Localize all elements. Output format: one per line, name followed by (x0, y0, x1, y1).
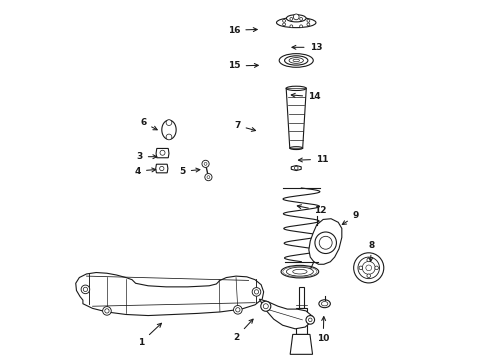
Circle shape (236, 308, 240, 312)
Circle shape (354, 253, 384, 283)
Circle shape (204, 162, 207, 165)
Circle shape (290, 25, 293, 28)
Circle shape (254, 290, 259, 294)
Text: 1: 1 (138, 323, 161, 347)
Ellipse shape (319, 300, 330, 308)
Circle shape (202, 160, 209, 167)
Text: 8: 8 (368, 241, 374, 261)
Ellipse shape (281, 265, 318, 278)
Ellipse shape (276, 18, 316, 28)
Circle shape (234, 306, 242, 314)
Ellipse shape (289, 58, 303, 63)
Ellipse shape (293, 269, 307, 274)
Circle shape (294, 14, 299, 20)
Ellipse shape (285, 56, 308, 65)
Text: 6: 6 (140, 118, 157, 130)
Circle shape (160, 150, 165, 155)
Circle shape (261, 301, 271, 311)
Circle shape (375, 266, 378, 270)
Text: 7: 7 (234, 121, 256, 131)
Circle shape (300, 25, 302, 28)
Polygon shape (156, 148, 169, 158)
Text: 3: 3 (137, 152, 157, 161)
Text: 16: 16 (228, 26, 257, 35)
Text: 14: 14 (291, 92, 321, 101)
Circle shape (319, 236, 332, 249)
Polygon shape (156, 164, 168, 173)
Circle shape (81, 285, 90, 294)
Text: 15: 15 (228, 62, 258, 71)
Circle shape (252, 288, 261, 296)
Circle shape (160, 166, 164, 171)
Ellipse shape (279, 54, 313, 67)
Circle shape (205, 174, 212, 181)
Text: 2: 2 (233, 319, 253, 342)
Polygon shape (291, 166, 301, 171)
Circle shape (359, 266, 363, 270)
Polygon shape (259, 299, 313, 329)
Circle shape (367, 274, 370, 278)
Circle shape (83, 287, 88, 292)
Circle shape (290, 18, 293, 21)
Polygon shape (76, 273, 264, 316)
Ellipse shape (290, 147, 303, 149)
Circle shape (307, 23, 310, 26)
Circle shape (263, 304, 269, 309)
Polygon shape (295, 307, 307, 334)
Circle shape (166, 134, 172, 140)
Polygon shape (290, 334, 313, 354)
Text: 4: 4 (135, 167, 156, 176)
Circle shape (366, 265, 371, 271)
Text: 9: 9 (343, 211, 359, 225)
Ellipse shape (287, 267, 313, 276)
Circle shape (309, 318, 312, 321)
Circle shape (105, 309, 109, 313)
Circle shape (306, 316, 315, 324)
Polygon shape (162, 120, 176, 139)
Circle shape (102, 307, 111, 315)
Text: 13: 13 (292, 43, 322, 52)
Circle shape (294, 166, 298, 170)
Ellipse shape (286, 86, 306, 90)
Text: 12: 12 (297, 205, 326, 215)
Circle shape (358, 257, 379, 279)
Text: 10: 10 (317, 317, 329, 343)
Circle shape (300, 18, 302, 21)
Circle shape (362, 261, 375, 274)
Ellipse shape (321, 302, 328, 306)
Ellipse shape (293, 59, 299, 62)
Circle shape (307, 19, 310, 22)
Circle shape (367, 258, 370, 262)
Circle shape (283, 23, 286, 26)
Circle shape (166, 120, 172, 126)
Ellipse shape (286, 15, 306, 22)
Polygon shape (309, 219, 342, 264)
Circle shape (207, 176, 210, 179)
Text: 5: 5 (179, 167, 200, 176)
Polygon shape (299, 287, 303, 307)
Text: 11: 11 (298, 155, 328, 164)
Circle shape (283, 19, 286, 22)
Circle shape (315, 232, 337, 253)
